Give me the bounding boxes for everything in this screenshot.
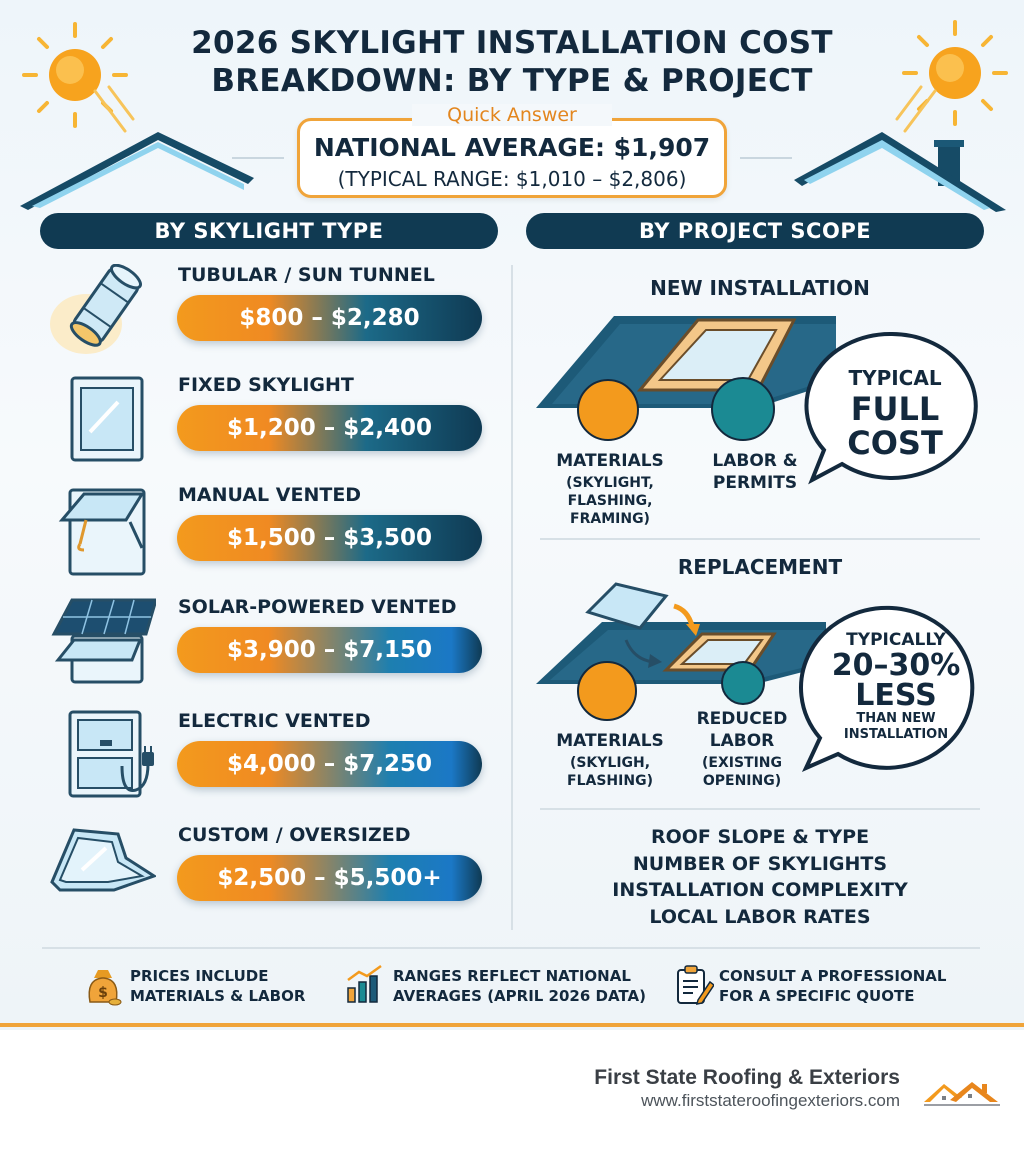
quick-answer-label: Quick Answer	[412, 104, 612, 126]
note-line: PRICES INCLUDE	[130, 967, 269, 985]
type-label: ELECTRIC VENTED	[178, 710, 371, 732]
type-label: TUBULAR / SUN TUNNEL	[178, 264, 435, 286]
price-range-bar: $3,900 – $7,150	[177, 627, 482, 673]
bubble-text: THAN NEW	[856, 711, 936, 726]
materials-circle	[577, 379, 639, 441]
manual-vented-icon	[58, 488, 146, 576]
divider	[232, 157, 284, 159]
footer-divider	[0, 1023, 1024, 1027]
labor-detail: (EXISTING	[701, 755, 782, 771]
brand-name: First State Roofing & Exteriors	[594, 1066, 900, 1089]
fixed-skylight-icon	[70, 376, 144, 462]
divider	[540, 538, 980, 540]
cost-factor: ROOF SLOPE & TYPE	[650, 826, 870, 848]
solar-panel-icon	[51, 598, 156, 684]
cost-factor: INSTALLATION COMPLEXITY	[612, 879, 908, 901]
custom-skylight-icon	[50, 828, 156, 892]
bubble-text: TYPICALLY	[846, 630, 946, 650]
roof-left-icon	[20, 132, 254, 210]
bubble-text: 20–30%	[831, 648, 961, 683]
electric-plug-icon	[68, 710, 154, 798]
national-average: NATIONAL AVERAGE: $1,907	[313, 133, 711, 162]
reduced-labor-label: REDUCED	[696, 709, 788, 729]
type-row-tubular: TUBULAR / SUN TUNNEL $800 – $2,280	[40, 264, 500, 364]
bubble-text: COST	[847, 424, 943, 462]
column-divider	[511, 265, 513, 930]
note-consult: CONSULT A PROFESSIONAL FOR A SPECIFIC QU…	[719, 966, 946, 1006]
materials-circle	[577, 661, 637, 721]
type-label: CUSTOM / OVERSIZED	[178, 824, 411, 846]
type-row-fixed: FIXED SKYLIGHT $1,200 – $2,400	[40, 374, 500, 474]
price-range-bar: $2,500 – $5,500+	[177, 855, 482, 901]
type-label: FIXED SKYLIGHT	[178, 374, 354, 396]
reduced-labor-circle	[721, 661, 765, 705]
price-range-bar: $1,500 – $3,500	[177, 515, 482, 561]
roof-right-icon	[794, 132, 1006, 212]
bubble-text: FULL	[850, 390, 940, 428]
sun-icon	[902, 20, 1008, 126]
materials-label: MATERIALS	[556, 731, 664, 751]
money-bag-icon: $	[88, 970, 122, 1006]
labor-circle	[711, 377, 775, 441]
typical-range: (TYPICAL RANGE: $1,010 – $2,806)	[337, 167, 687, 191]
speech-bubble-icon	[804, 331, 978, 485]
materials-detail: FLASHING)	[567, 773, 653, 789]
cost-factor: NUMBER OF SKYLIGHTS	[632, 852, 888, 875]
labor-label: LABOR &	[712, 451, 798, 471]
bubble-text: TYPICAL	[848, 366, 942, 390]
speech-bubble-icon	[799, 605, 975, 772]
materials-detail: FLASHING,	[567, 493, 653, 509]
price-range-bar: $4,000 – $7,250	[177, 741, 482, 787]
note-line: MATERIALS & LABOR	[130, 987, 306, 1005]
divider	[540, 808, 980, 810]
materials-detail: FRAMING)	[570, 511, 650, 527]
title-line-1: 2026 SKYLIGHT INSTALLATION COST	[191, 25, 833, 61]
sun-tunnel-icon	[50, 264, 142, 354]
cost-factors-list: ROOF SLOPE & TYPE NUMBER OF SKYLIGHTS IN…	[560, 824, 960, 930]
type-row-electric: ELECTRIC VENTED $4,000 – $7,250	[40, 710, 500, 810]
note-ranges: RANGES REFLECT NATIONAL AVERAGES (APRIL …	[393, 966, 646, 1006]
price-range-bar: $800 – $2,280	[177, 295, 482, 341]
type-row-solar: SOLAR-POWERED VENTED $3,900 – $7,150	[40, 596, 500, 696]
type-label: MANUAL VENTED	[178, 484, 362, 506]
svg-text:$: $	[98, 985, 108, 1001]
replacement-title: REPLACEMENT	[677, 555, 843, 579]
note-prices: PRICES INCLUDE MATERIALS & LABOR	[130, 966, 305, 1006]
bar-chart-icon	[347, 964, 382, 1003]
sun-ray-lines	[93, 85, 135, 133]
labor-label: PERMITS	[712, 473, 798, 493]
by-type-heading: BY SKYLIGHT TYPE	[40, 213, 498, 249]
house-logo-icon	[924, 1082, 1000, 1106]
divider	[740, 157, 792, 159]
type-label: SOLAR-POWERED VENTED	[178, 596, 457, 618]
note-line: AVERAGES (APRIL 2026 DATA)	[393, 987, 646, 1005]
materials-label: MATERIALS	[556, 451, 664, 471]
by-scope-heading: BY PROJECT SCOPE	[526, 213, 984, 249]
type-row-manual-vented: MANUAL VENTED $1,500 – $3,500	[40, 484, 500, 584]
infographic: 2026 SKYLIGHT INSTALLATION COST BREAKDOW…	[0, 0, 1024, 1030]
note-line: RANGES REFLECT NATIONAL	[393, 967, 631, 985]
materials-detail: (SKYLIGHT,	[566, 475, 654, 491]
labor-detail: OPENING)	[702, 773, 782, 789]
price-range-bar: $1,200 – $2,400	[177, 405, 482, 451]
materials-detail: (SKYLIGH,	[569, 755, 651, 771]
type-row-custom: CUSTOM / OVERSIZED $2,500 – $5,500+	[40, 824, 500, 924]
note-line: FOR A SPECIFIC QUOTE	[719, 987, 915, 1005]
cost-factor: LOCAL LABOR RATES	[649, 905, 871, 928]
reduced-labor-label: LABOR	[709, 731, 775, 751]
new-installation-title: NEW INSTALLATION	[650, 276, 870, 300]
bubble-text: LESS	[855, 678, 937, 713]
quick-answer-box: NATIONAL AVERAGE: $1,907 (TYPICAL RANGE:…	[297, 118, 727, 198]
brand-url[interactable]: www.firststateroofingexteriors.com	[641, 1091, 900, 1110]
bubble-text: INSTALLATION	[843, 727, 949, 742]
sun-ray-lines	[895, 85, 937, 133]
note-line: CONSULT A PROFESSIONAL	[719, 967, 947, 985]
clipboard-icon	[677, 965, 714, 1005]
divider	[42, 947, 980, 949]
